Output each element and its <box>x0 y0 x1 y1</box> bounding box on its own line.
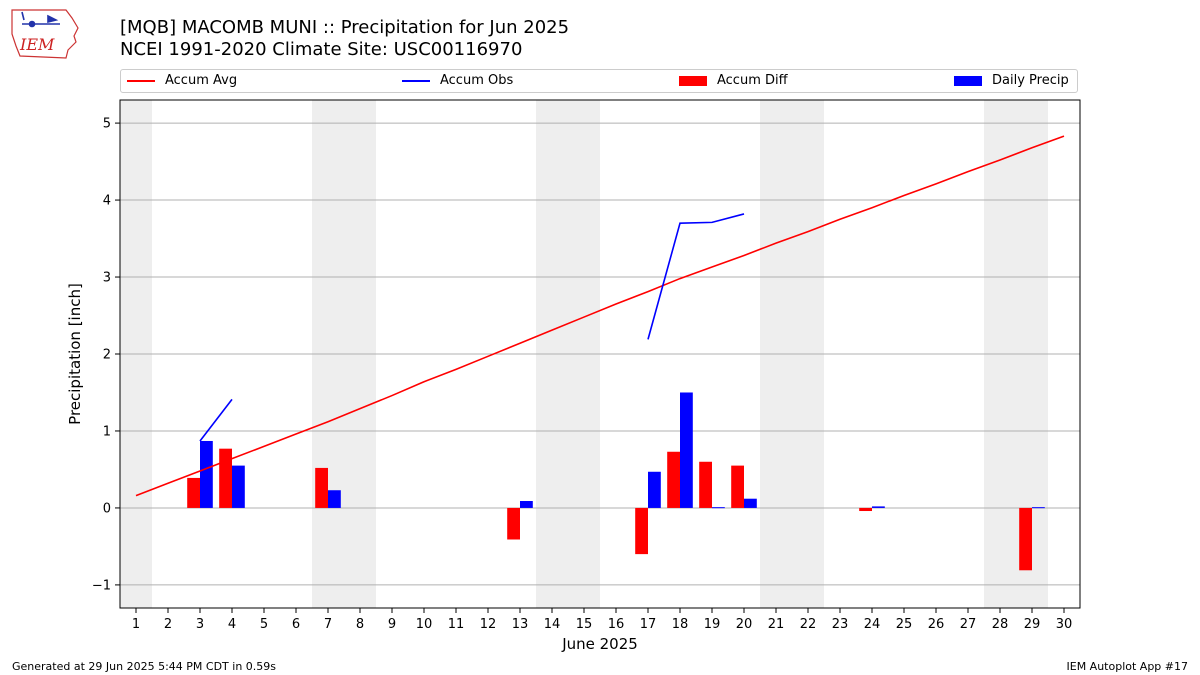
footer-app-id: IEM Autoplot App #17 <box>1066 660 1189 673</box>
y-tick-label-5: 5 <box>103 117 111 132</box>
x-tick-label-25: 25 <box>896 617 913 632</box>
y-tick-label-2: 2 <box>103 348 111 363</box>
y-tick-label-4: 4 <box>103 194 111 209</box>
x-tick-label-6: 6 <box>292 617 300 632</box>
bar-daily-precip-day-19 <box>712 507 725 509</box>
legend: Accum Avg Accum Obs Accum Diff Daily Pre… <box>120 69 1078 93</box>
x-tick-label-12: 12 <box>480 617 497 632</box>
x-tick-label-8: 8 <box>356 617 364 632</box>
x-tick-label-13: 13 <box>512 617 529 632</box>
legend-item-daily-precip: Daily Precip <box>954 73 1069 88</box>
x-tick-label-7: 7 <box>324 617 332 632</box>
bar-daily-precip-day-29 <box>1032 507 1045 509</box>
legend-label-accum-avg: Accum Avg <box>165 73 238 88</box>
bar-daily-precip-day-18 <box>680 392 693 508</box>
x-tick-label-10: 10 <box>416 617 433 632</box>
x-tick-label-11: 11 <box>448 617 465 632</box>
x-tick-label-5: 5 <box>260 617 268 632</box>
weekend-shade-day-15 <box>568 100 600 608</box>
bar-accum-diff-day-7 <box>315 467 328 508</box>
bar-accum-diff-day-13 <box>507 507 520 540</box>
weekend-shade-day-29 <box>1016 100 1048 608</box>
weekend-shade-day-14 <box>536 100 568 608</box>
legend-label-daily-precip: Daily Precip <box>992 73 1069 88</box>
bar-daily-precip-day-24 <box>872 506 885 508</box>
weekend-shade-day-21 <box>760 100 792 608</box>
bar-accum-diff-day-29 <box>1019 507 1032 571</box>
logo-text: IEM <box>19 35 55 54</box>
bar-daily-precip-day-7 <box>328 490 341 508</box>
weather-station-icon <box>21 11 60 28</box>
x-tick-label-1: 1 <box>132 617 140 632</box>
weekend-shade-day-1 <box>120 100 152 608</box>
x-tick-label-28: 28 <box>992 617 1009 632</box>
x-tick-label-17: 17 <box>640 617 657 632</box>
bar-accum-diff-day-24 <box>859 507 872 512</box>
weekend-shade-day-8 <box>344 100 376 608</box>
y-tick-label-0: 0 <box>103 501 111 516</box>
bar-daily-precip-day-3 <box>200 440 213 508</box>
line-accum-obs-segment-2 <box>647 213 745 340</box>
chart-title: [MQB] MACOMB MUNI :: Precipitation for J… <box>120 17 570 38</box>
weekend-shade-day-28 <box>984 100 1016 608</box>
chart-subtitle: NCEI 1991-2020 Climate Site: USC00116970 <box>120 39 523 60</box>
x-tick-label-30: 30 <box>1056 617 1073 632</box>
bar-daily-precip-day-4 <box>232 465 245 508</box>
weekend-shade-day-7 <box>312 100 344 608</box>
legend-swatch-accum-diff <box>679 75 707 86</box>
bar-daily-precip-day-17 <box>648 471 661 508</box>
x-tick-label-2: 2 <box>164 617 172 632</box>
legend-swatch-accum-avg <box>127 79 155 82</box>
legend-item-accum-obs: Accum Obs <box>402 73 513 88</box>
plot-frame <box>119 99 1081 609</box>
iowa-outline-icon <box>11 9 79 59</box>
legend-label-accum-obs: Accum Obs <box>440 73 514 88</box>
x-tick-label-26: 26 <box>928 617 945 632</box>
line-accum-avg <box>135 135 1065 497</box>
x-tick-label-20: 20 <box>736 617 753 632</box>
x-tick-label-3: 3 <box>196 617 204 632</box>
legend-swatch-accum-obs <box>402 79 430 82</box>
y-tick-label-1: 1 <box>103 424 111 439</box>
x-tick-label-27: 27 <box>960 617 977 632</box>
weekend-shade-day-22 <box>792 100 824 608</box>
bar-accum-diff-day-4 <box>219 448 232 508</box>
x-tick-label-9: 9 <box>388 617 396 632</box>
bar-daily-precip-day-20 <box>744 498 757 508</box>
x-tick-label-22: 22 <box>800 617 817 632</box>
x-tick-label-14: 14 <box>544 617 561 632</box>
x-tick-label-4: 4 <box>228 617 236 632</box>
bar-daily-precip-day-13 <box>520 501 533 508</box>
x-tick-label-24: 24 <box>864 617 881 632</box>
line-accum-obs-segment-1 <box>199 398 233 442</box>
y-tick-label-3: 3 <box>103 271 111 286</box>
x-tick-label-29: 29 <box>1024 617 1041 632</box>
x-tick-label-21: 21 <box>768 617 785 632</box>
x-tick-label-18: 18 <box>672 617 689 632</box>
iem-logo: IEM <box>11 9 79 59</box>
x-tick-label-16: 16 <box>608 617 625 632</box>
footer-generated-time: Generated at 29 Jun 2025 5:44 PM CDT in … <box>12 660 277 673</box>
legend-item-accum-diff: Accum Diff <box>679 73 788 88</box>
legend-label-accum-diff: Accum Diff <box>717 73 788 88</box>
legend-item-accum-avg: Accum Avg <box>127 73 237 88</box>
bar-accum-diff-day-3 <box>187 477 200 508</box>
bar-accum-diff-day-18 <box>667 451 680 508</box>
bar-accum-diff-day-17 <box>635 507 648 555</box>
x-tick-label-23: 23 <box>832 617 849 632</box>
y-tick-label--1: −1 <box>92 578 111 593</box>
bar-accum-diff-day-19 <box>699 461 712 508</box>
y-axis-label: Precipitation [inch] <box>66 283 84 425</box>
legend-swatch-daily-precip <box>954 75 982 86</box>
x-tick-label-19: 19 <box>704 617 721 632</box>
bar-accum-diff-day-20 <box>731 465 744 508</box>
x-axis-label: June 2025 <box>561 635 638 653</box>
x-tick-label-15: 15 <box>576 617 593 632</box>
